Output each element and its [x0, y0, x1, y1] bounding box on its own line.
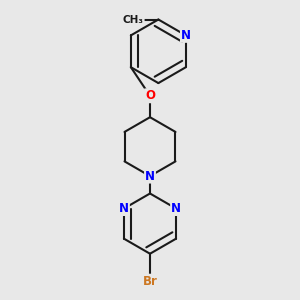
Text: Br: Br: [142, 275, 158, 288]
Text: CH₃: CH₃: [123, 14, 144, 25]
Text: N: N: [181, 29, 191, 42]
Text: O: O: [145, 89, 155, 102]
Text: N: N: [145, 169, 155, 183]
Text: N: N: [171, 202, 181, 215]
Text: N: N: [119, 202, 129, 215]
